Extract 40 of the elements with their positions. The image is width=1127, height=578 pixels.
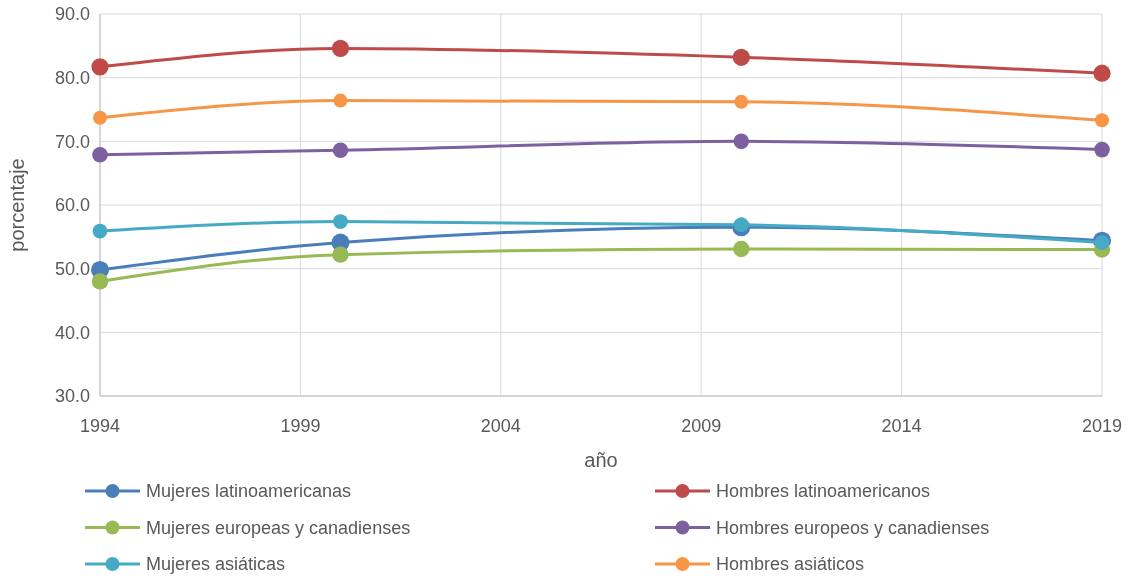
x-tick-label: 1994 [79,416,121,436]
point [1094,235,1110,250]
x-axis-title: año [584,449,618,471]
legend-label: Mujeres asiáticas [146,554,286,575]
legend-label: Hombres europeos y canadienses [716,517,990,538]
legend-label: Mujeres europeas y canadienses [146,517,411,538]
point [1094,141,1110,158]
point [734,94,749,109]
point [332,142,349,159]
point [331,39,350,57]
legend-label: Hombres latinoamericanos [716,481,931,502]
y-tick-label: 70.0 [54,131,90,152]
point [93,110,107,125]
y-tick-label: 90.0 [54,4,90,25]
point [732,48,750,66]
y-tick-label: 60.0 [54,195,90,216]
point [733,133,750,150]
point [91,273,109,290]
point [91,58,109,76]
point [733,217,749,233]
point [332,246,349,263]
x-tick-label: 2014 [881,416,922,436]
point [733,240,750,258]
point [333,214,348,229]
x-tick-label: 2019 [1081,416,1123,436]
x-tick-label: 1999 [280,416,321,436]
point [92,146,108,163]
y-tick-label: 40.0 [54,322,90,343]
y-tick-label: 50.0 [54,258,90,279]
legend-label: Mujeres latinoamericanas [146,481,352,502]
x-tick-label: 2009 [681,416,722,436]
point [333,93,348,108]
point [1093,64,1111,82]
y-tick-label: 80.0 [54,67,90,88]
y-axis-title: porcentaje [6,158,28,252]
point [1095,113,1109,128]
y-tick-label: 30.0 [54,386,90,407]
x-tick-label: 2004 [480,416,521,436]
legend-label: Hombres asiáticos [716,554,865,575]
point [92,223,108,239]
